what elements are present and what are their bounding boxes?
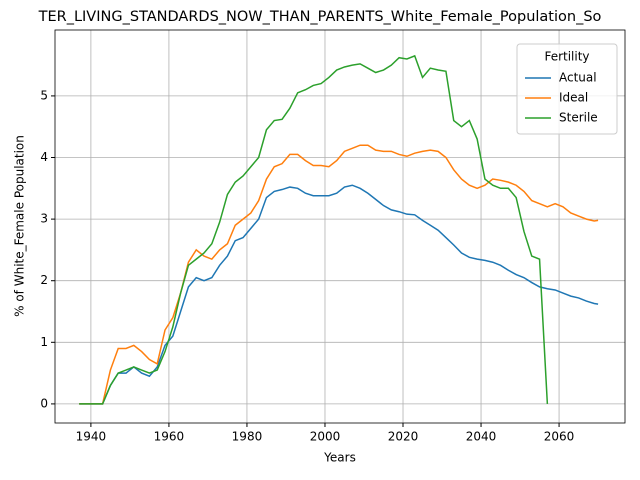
y-tick-label: 5 xyxy=(40,88,48,102)
y-axis-label: % of White_Female Population xyxy=(13,135,27,317)
x-tick-label: 1960 xyxy=(154,430,185,444)
legend-title: Fertility xyxy=(544,50,589,64)
x-axis-label: Years xyxy=(323,451,356,465)
legend-label: Actual xyxy=(559,71,597,85)
x-tick-label: 2020 xyxy=(388,430,419,444)
x-tick-label: 1980 xyxy=(232,430,263,444)
x-tick-label: 1940 xyxy=(76,430,107,444)
data-line xyxy=(79,184,599,405)
legend-box xyxy=(516,43,618,135)
data-line xyxy=(79,54,549,405)
data-line xyxy=(79,144,599,405)
y-tick-label: 3 xyxy=(40,212,48,226)
plot-frame xyxy=(54,29,626,424)
y-tick-label: 2 xyxy=(40,273,48,287)
legend-label: Sterile xyxy=(559,111,598,125)
legend-label: Ideal xyxy=(559,91,588,105)
y-tick-label: 0 xyxy=(40,396,48,410)
y-tick-label: 1 xyxy=(40,335,48,349)
x-tick-label: 2060 xyxy=(544,430,575,444)
x-tick-label: 2040 xyxy=(466,430,497,444)
y-tick-label: 4 xyxy=(40,150,48,164)
x-tick-label: 2000 xyxy=(310,430,341,444)
chart-title: TER_LIVING_STANDARDS_NOW_THAN_PARENTS_Wh… xyxy=(38,9,602,25)
